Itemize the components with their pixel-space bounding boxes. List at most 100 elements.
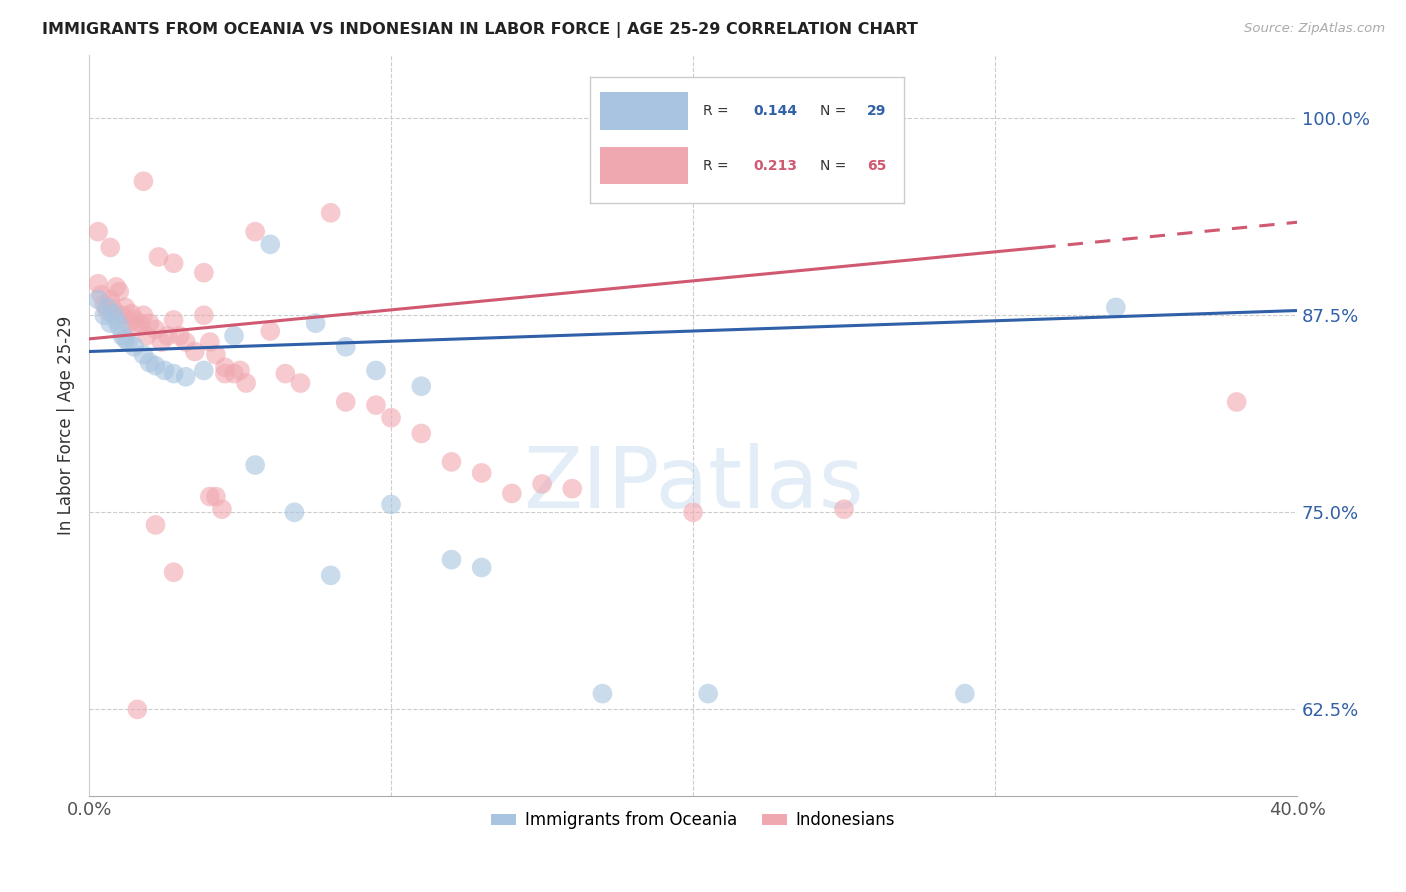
Point	[111, 308, 134, 322]
Point	[174, 334, 197, 349]
Point	[198, 334, 221, 349]
Point	[90, 287, 112, 301]
Point	[114, 332, 136, 346]
Point	[127, 702, 149, 716]
Point	[682, 505, 704, 519]
Point	[162, 566, 184, 580]
Point	[132, 308, 155, 322]
Point	[193, 266, 215, 280]
Point	[87, 293, 110, 307]
Point	[591, 687, 613, 701]
Point	[103, 307, 125, 321]
Point	[103, 301, 125, 316]
Point	[471, 466, 494, 480]
Point	[132, 348, 155, 362]
Point	[319, 206, 342, 220]
Point	[105, 313, 128, 327]
Point	[87, 277, 110, 291]
Point	[259, 324, 281, 338]
Point	[93, 308, 115, 322]
Point	[501, 486, 523, 500]
Point	[411, 426, 433, 441]
Point	[117, 316, 139, 330]
Point	[953, 687, 976, 701]
Point	[697, 687, 720, 701]
Point	[132, 174, 155, 188]
Point	[214, 367, 236, 381]
Point	[156, 328, 179, 343]
Point	[153, 363, 176, 377]
Point	[198, 490, 221, 504]
Point	[145, 517, 167, 532]
Point	[364, 363, 387, 377]
Point	[229, 363, 252, 377]
Point	[561, 482, 583, 496]
Point	[411, 379, 433, 393]
Point	[1105, 301, 1128, 315]
Point	[162, 256, 184, 270]
Point	[124, 313, 146, 327]
Point	[364, 398, 387, 412]
Point	[98, 293, 121, 307]
Point	[111, 328, 134, 343]
Point	[105, 280, 128, 294]
Point	[138, 355, 160, 369]
Point	[205, 490, 228, 504]
Point	[193, 363, 215, 377]
Point	[162, 367, 184, 381]
Point	[96, 303, 118, 318]
Point	[135, 328, 157, 343]
Point	[335, 395, 357, 409]
Point	[214, 360, 236, 375]
Point	[205, 348, 228, 362]
Point	[335, 340, 357, 354]
Point	[127, 319, 149, 334]
Point	[440, 552, 463, 566]
Point	[98, 240, 121, 254]
Point	[531, 477, 554, 491]
Point	[274, 367, 297, 381]
Point	[319, 568, 342, 582]
Point	[162, 313, 184, 327]
Point	[114, 301, 136, 315]
Legend: Immigrants from Oceania, Indonesians: Immigrants from Oceania, Indonesians	[485, 805, 901, 836]
Y-axis label: In Labor Force | Age 25-29: In Labor Force | Age 25-29	[58, 316, 75, 535]
Point	[108, 319, 131, 334]
Point	[211, 502, 233, 516]
Point	[380, 498, 402, 512]
Point	[832, 502, 855, 516]
Point	[259, 237, 281, 252]
Point	[243, 829, 266, 843]
Text: IMMIGRANTS FROM OCEANIA VS INDONESIAN IN LABOR FORCE | AGE 25-29 CORRELATION CHA: IMMIGRANTS FROM OCEANIA VS INDONESIAN IN…	[42, 22, 918, 38]
Point	[145, 359, 167, 373]
Point	[222, 328, 245, 343]
Point	[150, 334, 173, 349]
Point	[1226, 395, 1249, 409]
Point	[108, 285, 131, 299]
Point	[117, 334, 139, 349]
Point	[471, 560, 494, 574]
Point	[304, 316, 326, 330]
Point	[243, 458, 266, 472]
Point	[124, 340, 146, 354]
Point	[145, 322, 167, 336]
Point	[380, 410, 402, 425]
Point	[235, 376, 257, 390]
Point	[243, 225, 266, 239]
Point	[120, 307, 142, 321]
Point	[222, 367, 245, 381]
Point	[440, 455, 463, 469]
Point	[129, 316, 152, 330]
Point	[96, 301, 118, 315]
Point	[148, 250, 170, 264]
Point	[93, 297, 115, 311]
Point	[193, 308, 215, 322]
Text: Source: ZipAtlas.com: Source: ZipAtlas.com	[1244, 22, 1385, 36]
Point	[87, 225, 110, 239]
Point	[169, 328, 191, 343]
Point	[184, 344, 207, 359]
Point	[98, 316, 121, 330]
Point	[174, 369, 197, 384]
Point	[138, 316, 160, 330]
Point	[283, 505, 305, 519]
